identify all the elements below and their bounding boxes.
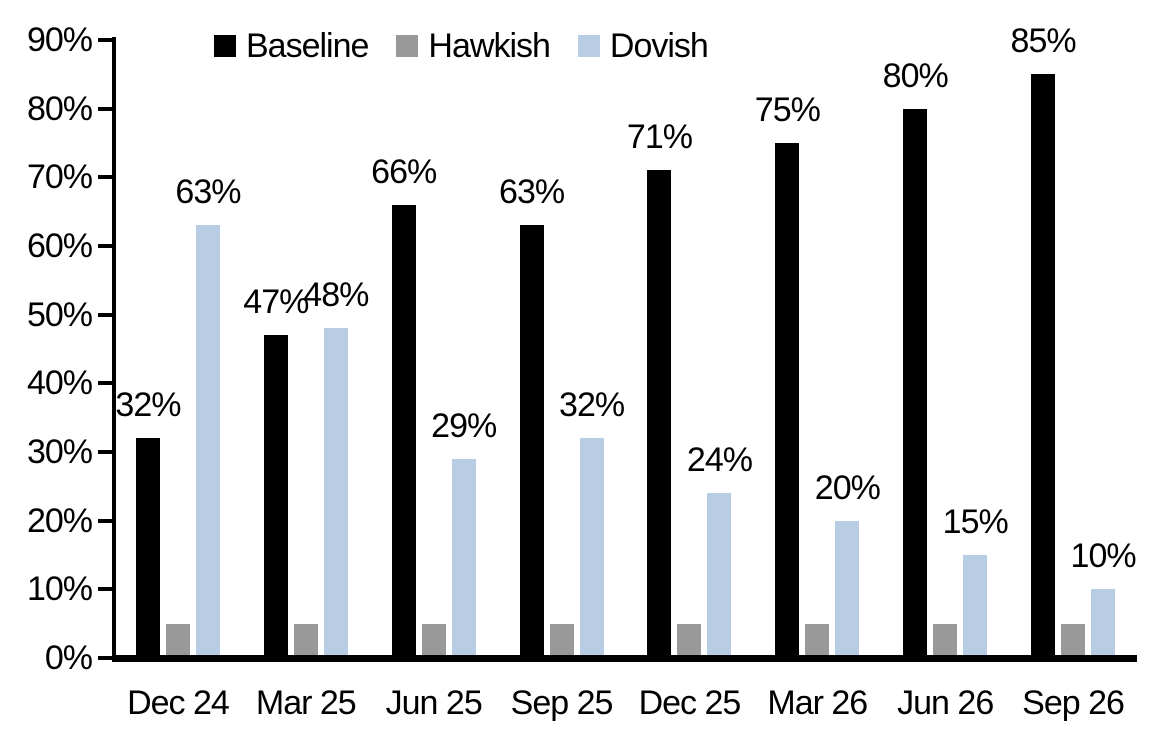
- data-label-baseline-jun-25: 66%: [371, 152, 437, 191]
- x-axis-label-sep-25: Sep 25: [510, 684, 614, 722]
- dovish-swatch-icon: [577, 35, 600, 57]
- data-label-dovish-dec-25: 24%: [686, 441, 753, 480]
- data-label-baseline-jun-26: 80%: [882, 56, 949, 95]
- bar-hawkish-jun-26: [933, 623, 958, 658]
- bar-baseline-jun-26: [903, 108, 928, 658]
- data-label-baseline-mar-26: 75%: [754, 91, 821, 129]
- data-label-baseline-mar-25: 47%: [243, 283, 309, 322]
- data-label-dovish-jun-26: 15%: [942, 503, 1009, 541]
- y-axis-tick-label: 50%: [26, 295, 93, 334]
- y-axis-tick-label: 80%: [26, 89, 93, 128]
- data-label-dovish-sep-25: 32%: [559, 386, 625, 425]
- bar-hawkish-sep-26: [1061, 623, 1086, 658]
- x-axis-label-mar-26: Mar 26: [767, 684, 868, 722]
- bar-baseline-mar-26: [775, 143, 800, 658]
- bar-baseline-mar-25: [263, 335, 288, 658]
- data-label-dovish-mar-26: 20%: [814, 468, 881, 507]
- y-axis-tick-label: 0%: [44, 639, 93, 677]
- legend-item-dovish: Dovish: [577, 27, 709, 65]
- bar-dovish-mar-26: [835, 520, 860, 658]
- bar-dovish-mar-25: [323, 328, 348, 658]
- y-axis-tick-label: 10%: [26, 570, 93, 609]
- y-axis-tick: [98, 587, 114, 592]
- bar-baseline-sep-25: [519, 225, 544, 658]
- data-label-baseline-dec-25: 71%: [626, 118, 693, 157]
- data-label-baseline-sep-26: 85%: [1010, 22, 1077, 61]
- y-axis-tick-label: 20%: [26, 501, 93, 540]
- bar-dovish-jun-25: [451, 458, 476, 658]
- bar-dovish-sep-25: [579, 438, 604, 658]
- y-axis-tick: [98, 244, 114, 248]
- y-axis-tick-label: 40%: [26, 364, 93, 403]
- data-label-dovish-sep-26: 10%: [1070, 537, 1137, 576]
- legend-label-dovish: Dovish: [609, 27, 709, 65]
- bar-dovish-sep-26: [1091, 589, 1116, 658]
- x-axis-label-dec-24: Dec 24: [127, 684, 230, 722]
- hawkish-swatch-icon: [396, 35, 419, 57]
- data-label-baseline-dec-24: 32%: [115, 386, 181, 425]
- y-axis-tick-label: 60%: [26, 227, 93, 265]
- legend-label-hawkish: Hawkish: [428, 27, 550, 65]
- y-axis-tick: [98, 518, 114, 523]
- y-axis-tick: [98, 38, 114, 42]
- y-axis-tick: [98, 106, 114, 111]
- bar-hawkish-mar-26: [805, 623, 830, 658]
- y-axis-tick: [98, 656, 114, 660]
- y-axis-tick: [98, 175, 114, 180]
- baseline-swatch-icon: [214, 35, 236, 57]
- data-label-baseline-sep-25: 63%: [499, 173, 565, 212]
- bar-hawkish-dec-24: [165, 623, 190, 658]
- x-axis-label-dec-25: Dec 25: [638, 684, 742, 722]
- legend-label-baseline: Baseline: [246, 27, 369, 65]
- bar-baseline-sep-26: [1031, 74, 1056, 658]
- bar-baseline-jun-25: [391, 204, 416, 658]
- legend-item-hawkish: Hawkish: [396, 27, 551, 65]
- bar-dovish-dec-25: [707, 493, 732, 658]
- data-label-dovish-dec-24: 63%: [175, 173, 241, 212]
- x-axis-line: [112, 655, 1137, 662]
- legend: Baseline Hawkish Dovish: [214, 27, 709, 65]
- y-axis-tick: [98, 381, 114, 386]
- x-axis-label-jun-25: Jun 25: [385, 684, 483, 722]
- bar-baseline-dec-25: [647, 170, 672, 658]
- bar-hawkish-jun-25: [421, 623, 446, 658]
- legend-item-baseline: Baseline: [214, 27, 369, 65]
- y-axis-tick-label: 90%: [26, 21, 93, 59]
- x-axis-label-sep-26: Sep 26: [1022, 684, 1125, 722]
- y-axis-tick: [98, 312, 114, 317]
- bar-hawkish-mar-25: [293, 623, 318, 658]
- bar-hawkish-sep-25: [549, 623, 574, 658]
- y-axis-line: [112, 37, 116, 662]
- bar-dovish-dec-24: [195, 225, 220, 658]
- data-label-dovish-mar-25: 48%: [303, 276, 369, 315]
- bar-dovish-jun-26: [963, 555, 988, 658]
- x-axis-label-mar-25: Mar 25: [255, 684, 357, 722]
- bar-hawkish-dec-25: [677, 623, 702, 658]
- bar-baseline-dec-24: [135, 438, 160, 658]
- x-axis-label-jun-26: Jun 26: [897, 684, 994, 722]
- y-axis-tick: [98, 450, 114, 454]
- y-axis-tick-label: 30%: [26, 433, 93, 471]
- data-label-dovish-jun-25: 29%: [431, 406, 497, 445]
- y-axis-tick-label: 70%: [26, 158, 93, 197]
